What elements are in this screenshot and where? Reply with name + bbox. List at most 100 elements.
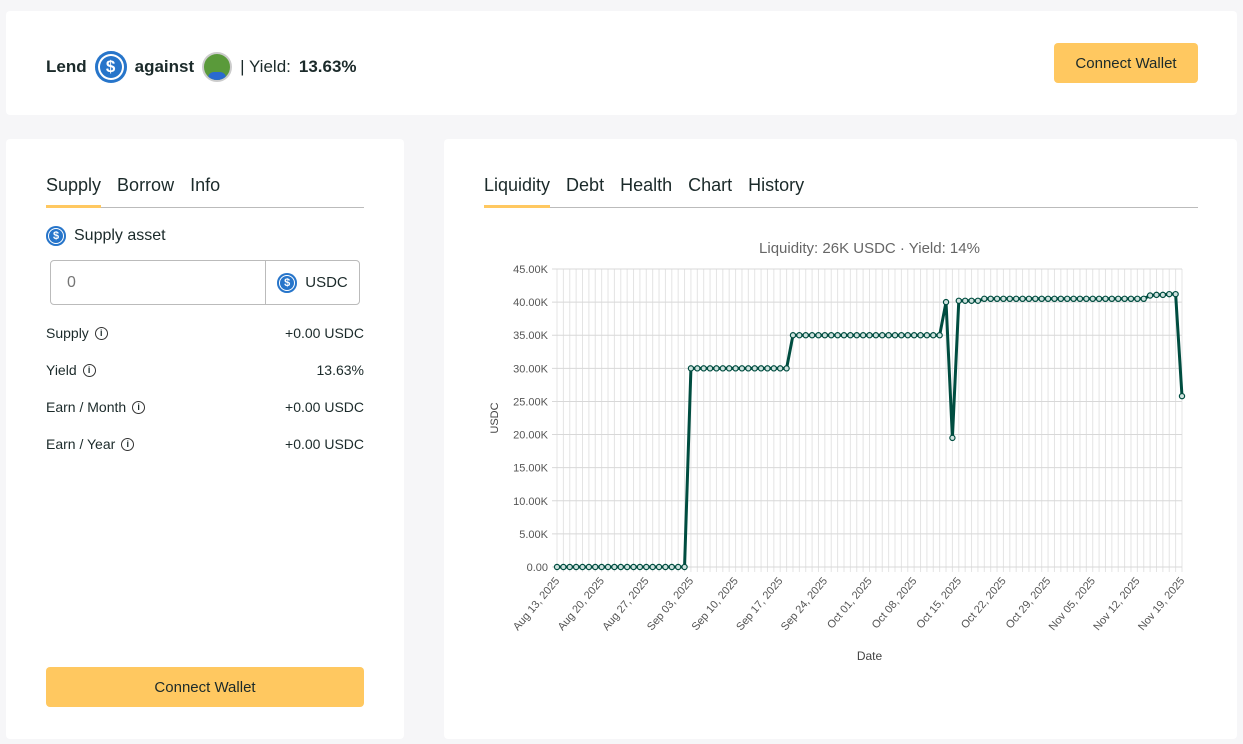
data-point <box>891 332 899 339</box>
connect-wallet-button[interactable]: Connect Wallet <box>46 667 364 707</box>
x-tick-label: Sep 10, 2025 <box>690 575 741 633</box>
data-point <box>859 332 867 339</box>
data-point <box>847 332 854 339</box>
data-point <box>604 563 612 571</box>
x-tick-label: Nov 19, 2025 <box>1136 575 1187 633</box>
data-point <box>802 332 809 339</box>
connect-wallet-button[interactable]: Connect Wallet <box>1054 43 1198 83</box>
data-point <box>745 365 752 372</box>
data-point <box>687 365 695 372</box>
data-point <box>572 563 580 571</box>
chart-tabs: Liquidity Debt Health Chart History <box>484 175 1198 208</box>
y-axis-label: USDC <box>489 402 501 433</box>
against-label: against <box>134 57 195 76</box>
row-label: Yield <box>46 362 77 378</box>
x-tick-label: Oct 15, 2025 <box>914 575 964 631</box>
data-point <box>961 297 969 304</box>
row-value: +0.00 USDC <box>285 399 364 415</box>
data-point <box>1076 295 1084 302</box>
usdc-icon: $ <box>46 226 66 246</box>
chart-panel: Liquidity Debt Health Chart History 0.00… <box>444 139 1237 739</box>
data-point <box>1044 295 1052 302</box>
tab-borrow[interactable]: Borrow <box>117 175 175 195</box>
data-point <box>904 332 911 339</box>
data-point <box>649 563 656 571</box>
info-icon[interactable]: i <box>121 437 135 451</box>
data-point <box>566 563 573 571</box>
data-point <box>917 332 924 339</box>
row-label: Supply <box>46 325 89 341</box>
data-point <box>674 563 682 571</box>
data-point <box>1095 295 1103 302</box>
tab-supply[interactable]: Supply <box>46 175 102 208</box>
tab-chart[interactable]: Chart <box>688 175 733 195</box>
supply-row: Supply i +0.00 USDC <box>46 325 364 341</box>
data-point <box>1032 295 1039 302</box>
data-point <box>1127 295 1135 302</box>
data-point <box>930 332 937 339</box>
data-point <box>949 434 956 442</box>
data-point <box>1102 295 1109 302</box>
data-point <box>706 365 714 372</box>
data-point <box>732 365 739 372</box>
lend-label: Lend <box>46 57 87 76</box>
currency-selector[interactable]: $ USDC <box>265 261 359 304</box>
data-point <box>1012 295 1020 302</box>
info-icon[interactable]: i <box>132 400 146 414</box>
usdc-icon: $ <box>94 51 127 83</box>
data-point <box>789 332 797 339</box>
data-point <box>738 365 746 372</box>
data-point <box>783 365 790 372</box>
data-point <box>592 563 599 571</box>
y-tick-label: 25.00K <box>513 396 549 408</box>
data-point <box>630 563 637 571</box>
tab-debt[interactable]: Debt <box>566 175 605 195</box>
x-tick-label: Sep 17, 2025 <box>734 575 785 633</box>
data-point <box>974 297 982 304</box>
tab-liquidity[interactable]: Liquidity <box>484 175 551 208</box>
currency-label: USDC <box>305 274 348 291</box>
data-point <box>694 365 701 372</box>
data-point <box>1057 295 1065 302</box>
x-tick-label: Aug 13, 2025 <box>511 575 562 633</box>
liquidity-chart[interactable]: 0.00 5.00K 10.00K 15.00K 20.00K 25.00K 30.00K 3… <box>444 139 1237 739</box>
data-point <box>757 365 765 372</box>
data-point <box>585 563 593 571</box>
data-point <box>764 365 771 372</box>
data-point <box>815 332 822 339</box>
supply-amount-input[interactable] <box>51 261 265 304</box>
data-point <box>840 332 848 339</box>
earn-month-row: Earn / Month i +0.00 USDC <box>46 399 364 415</box>
tab-info[interactable]: Info <box>190 175 221 195</box>
y-tick-label: 30.00K <box>513 363 549 375</box>
y-tick-label: 10.00K <box>513 496 549 508</box>
data-point <box>796 332 803 339</box>
data-point <box>598 563 605 571</box>
data-point <box>1083 295 1090 302</box>
data-point <box>1121 295 1128 302</box>
x-tick-label: Sep 03, 2025 <box>645 575 696 633</box>
data-point <box>1051 295 1058 302</box>
tab-history[interactable]: History <box>748 175 805 195</box>
x-tick-label: Oct 29, 2025 <box>1004 575 1054 631</box>
data-point <box>1064 295 1071 302</box>
info-icon[interactable]: i <box>82 363 96 377</box>
x-tick-label: Nov 05, 2025 <box>1047 575 1098 633</box>
tab-health[interactable]: Health <box>620 175 673 195</box>
info-icon[interactable]: i <box>94 326 108 340</box>
data-point <box>1140 295 1147 302</box>
x-tick-label: Nov 12, 2025 <box>1091 575 1142 633</box>
data-point <box>617 563 624 571</box>
data-point <box>751 365 758 372</box>
y-tick-label: 5.00K <box>519 529 548 541</box>
data-point <box>942 298 950 306</box>
data-point <box>662 563 669 571</box>
yield-row: Yield i 13.63% <box>46 362 364 378</box>
data-point <box>1166 290 1173 298</box>
data-point <box>1172 290 1179 298</box>
earn-year-row: Earn / Year i +0.00 USDC <box>46 436 364 452</box>
x-tick-label: Oct 01, 2025 <box>825 575 875 631</box>
data-point <box>1038 295 1045 302</box>
data-point <box>560 563 567 571</box>
data-point <box>821 332 829 339</box>
